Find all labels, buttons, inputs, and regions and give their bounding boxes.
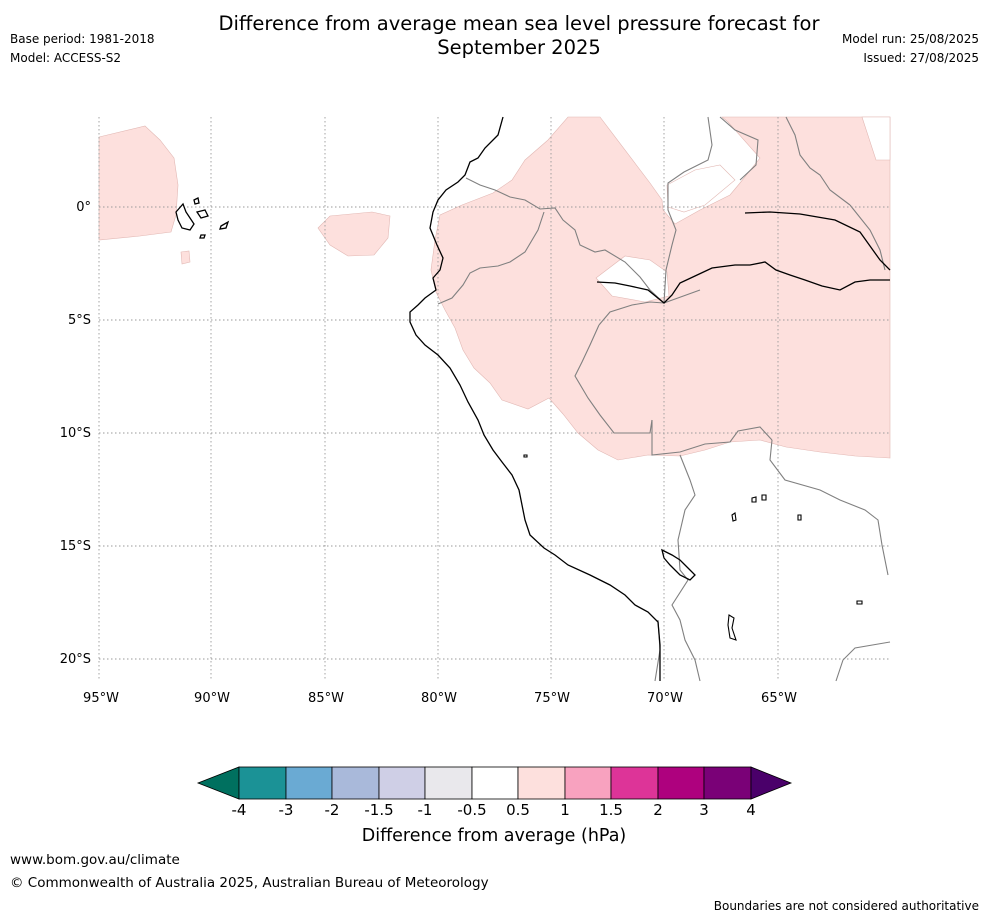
colorbar-swatch	[564, 766, 612, 800]
colorbar-low-arrow	[196, 766, 240, 800]
longitude-labels: 95°W 90°W 85°W 80°W 75°W 70°W 65°W	[83, 691, 797, 706]
lat-label: 15°S	[60, 539, 91, 554]
colorbar-swatch	[703, 766, 752, 800]
colorbar-swatch	[378, 766, 426, 800]
lon-label: 65°W	[761, 691, 797, 706]
model-text: Model: ACCESS-S2	[10, 51, 122, 65]
anomaly-regions	[98, 116, 891, 461]
lat-label: 20°S	[60, 652, 91, 667]
colorbar-tick-label: -4	[232, 801, 247, 819]
lon-label: 80°W	[421, 691, 457, 706]
anomaly-region-offshore	[317, 211, 391, 257]
colorbar	[196, 766, 793, 800]
base-period-text: Base period: 1981-2018	[10, 32, 155, 46]
colorbar-tick-label: 0.5	[506, 801, 530, 819]
lon-label: 75°W	[534, 691, 570, 706]
lon-label: 85°W	[308, 691, 344, 706]
colorbar-tick-label: -0.5	[457, 801, 486, 819]
map-title: Difference from average mean sea level p…	[194, 12, 844, 60]
colorbar-tick-label: -1	[418, 801, 433, 819]
colorbar-tick-label: 1.5	[599, 801, 623, 819]
boundaries-disclaimer: Boundaries are not considered authoritat…	[713, 899, 979, 913]
colorbar-swatch	[238, 766, 287, 800]
copyright-text: © Commonwealth of Australia 2025, Austra…	[10, 875, 489, 891]
latitude-labels: 0° 5°S 10°S 15°S 20°S	[60, 200, 91, 667]
issued-text: Issued: 27/08/2025	[863, 51, 979, 65]
neutral-region-northeast	[861, 116, 891, 161]
lake-titicaca	[661, 548, 696, 581]
anomaly-region-islet	[180, 250, 191, 265]
colorbar-swatch	[517, 766, 566, 800]
website-link[interactable]: www.bom.gov.au/climate	[10, 852, 180, 868]
anomaly-region-west	[98, 125, 179, 241]
lat-label: 5°S	[68, 313, 91, 328]
neutral-regions	[595, 116, 891, 303]
colorbar-tick-label: -3	[279, 801, 294, 819]
pacific-coastline	[409, 116, 661, 681]
galapagos-islands	[175, 197, 230, 239]
rio-negro	[744, 211, 891, 271]
colorbar-tick-label: 3	[699, 801, 709, 819]
title-line-2: September 2025	[437, 36, 601, 59]
colorbar-label: Difference from average (hPa)	[361, 826, 627, 846]
amazon-river	[596, 261, 890, 304]
model-run-text: Model run: 25/08/2025	[841, 32, 979, 46]
country-borders	[437, 116, 891, 682]
neutral-region-north	[666, 164, 736, 213]
colorbar-swatch	[657, 766, 705, 800]
colorbar-swatch	[471, 766, 519, 800]
colorbar-tick-label: -1.5	[364, 801, 393, 819]
colorbar-swatch	[610, 766, 659, 800]
colorbar-tick-label: 1	[560, 801, 570, 819]
colorbar-tick-label: 2	[653, 801, 663, 819]
small-lakes	[523, 454, 863, 641]
lon-label: 90°W	[194, 691, 230, 706]
colorbar-ticks: -4 -3 -2 -1.5 -1 -0.5 0.5 1 1.5 2 3 4	[232, 801, 756, 819]
coastlines	[409, 116, 891, 681]
lat-label: 10°S	[60, 426, 91, 441]
colorbar-swatch	[331, 766, 380, 800]
colorbar-tick-label: 4	[746, 801, 756, 819]
colorbar-tick-label: -2	[325, 801, 340, 819]
lon-label: 70°W	[647, 691, 683, 706]
lat-label: 0°	[76, 200, 91, 215]
colorbar-swatch	[424, 766, 473, 800]
lon-label: 95°W	[83, 691, 119, 706]
colorbar-swatch	[285, 766, 333, 800]
colorbar-high-arrow	[750, 766, 793, 800]
title-line-1: Difference from average mean sea level p…	[218, 12, 820, 35]
